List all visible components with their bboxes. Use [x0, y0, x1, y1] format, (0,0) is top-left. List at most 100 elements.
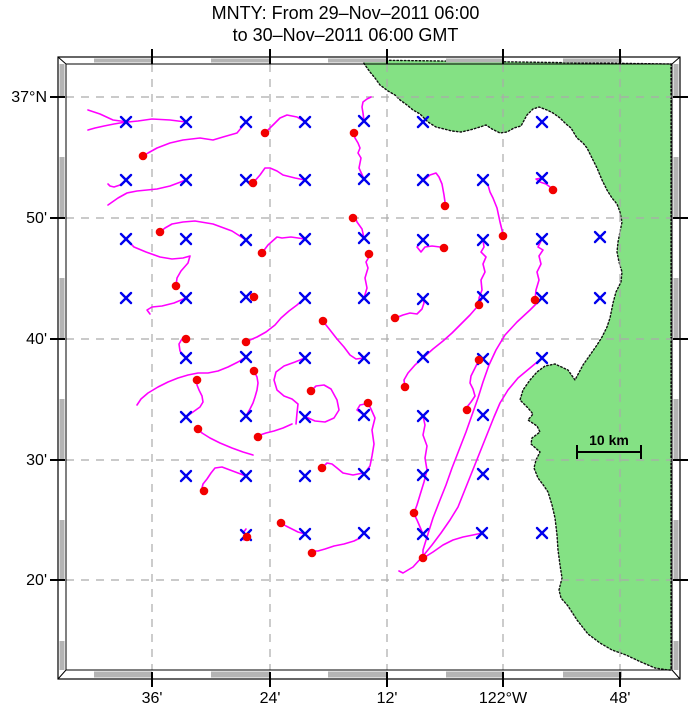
- end-dot: [241, 337, 251, 347]
- frame-segment-left: [59, 520, 65, 580]
- y-axis-tick-label: 20': [26, 572, 47, 589]
- frame-corner-bevel: [671, 56, 681, 65]
- start-marker-x: [535, 171, 549, 185]
- trajectory-path: [252, 167, 306, 184]
- end-dot: [390, 313, 400, 323]
- start-marker-x: [357, 351, 371, 365]
- trajectory-path: [414, 515, 424, 535]
- frame-segment-right: [673, 64, 679, 97]
- frame-segment-right: [673, 520, 679, 580]
- trajectory-path: [87, 121, 127, 131]
- start-marker-x: [179, 232, 193, 246]
- frame-segment-bottom: [446, 671, 504, 678]
- trajectory-path: [125, 238, 191, 287]
- trajectory-path: [136, 356, 247, 406]
- start-marker-x: [476, 233, 490, 247]
- start-marker-x: [298, 115, 312, 129]
- start-marker-x: [298, 410, 312, 424]
- trajectory-path: [197, 428, 254, 456]
- start-marker-x: [239, 409, 253, 423]
- start-marker-x: [416, 409, 430, 423]
- frame-segment-top: [94, 58, 152, 63]
- start-marker-x: [179, 291, 193, 305]
- end-dot: [260, 128, 270, 138]
- trajectory-path: [261, 236, 306, 254]
- start-marker-x: [593, 230, 607, 244]
- end-dot: [474, 355, 484, 365]
- start-marker-x: [357, 467, 371, 481]
- start-marker-x: [179, 469, 193, 483]
- x-axis-tick-label: 122°W: [479, 690, 528, 707]
- end-dot: [317, 463, 327, 473]
- frame-outer: [57, 56, 681, 680]
- frame-corner-bevel: [671, 669, 681, 680]
- end-dot: [276, 518, 286, 528]
- frame-segment-top: [211, 58, 270, 63]
- trajectory-path: [87, 109, 187, 123]
- trajectory-path: [142, 121, 247, 157]
- y-axis-tick-label: 50': [26, 210, 47, 227]
- x-axis-tick-label: 48': [610, 690, 631, 707]
- trajectory-path: [403, 296, 484, 388]
- scale-bar-label: 10 km: [589, 432, 629, 448]
- trajectory-path: [361, 96, 372, 122]
- x-axis-tick-label: 36': [142, 690, 163, 707]
- frame-segment-bottom: [328, 671, 387, 678]
- end-dot: [249, 292, 259, 302]
- y-axis-tick-label: 40': [26, 331, 47, 348]
- end-dot: [181, 334, 191, 344]
- trajectory-path: [322, 320, 365, 360]
- start-marker-x: [535, 351, 549, 365]
- end-dot: [462, 405, 472, 415]
- x-axis-tick-label: 24': [260, 690, 281, 707]
- start-marker-x: [357, 526, 371, 540]
- start-marker-x: [119, 232, 133, 246]
- start-marker-x: [593, 291, 607, 305]
- start-marker-x: [416, 115, 430, 129]
- y-axis-tick-label: 37°N: [11, 89, 47, 106]
- start-marker-x: [239, 350, 253, 364]
- trajectory-path: [185, 379, 204, 418]
- start-marker-x: [416, 350, 430, 364]
- frame-segment-top: [446, 58, 504, 63]
- end-dot: [307, 548, 317, 558]
- end-dot: [192, 375, 202, 385]
- end-dot: [306, 386, 316, 396]
- frame-segment-left: [59, 399, 65, 460]
- end-dot: [171, 281, 181, 291]
- trajectory-path: [107, 179, 187, 206]
- frame-inner: [65, 63, 673, 671]
- start-marker-x: [298, 291, 312, 305]
- end-dot: [418, 553, 428, 563]
- end-dot: [242, 532, 252, 542]
- trajectory-path: [273, 357, 306, 425]
- start-marker-x: [179, 410, 193, 424]
- start-marker-x: [535, 526, 549, 540]
- frame-segment-bottom: [563, 671, 622, 678]
- frame-segment-left: [59, 641, 65, 670]
- start-marker-x: [416, 527, 430, 541]
- end-dot: [349, 128, 359, 138]
- end-dot: [199, 486, 209, 496]
- start-marker-x: [239, 469, 253, 483]
- start-marker-x: [357, 231, 371, 245]
- trajectory-path: [245, 297, 306, 343]
- trajectory-path: [466, 358, 484, 411]
- trajectory-path: [398, 357, 543, 574]
- end-dot: [474, 300, 484, 310]
- end-dot: [253, 432, 263, 442]
- start-marker-x: [357, 114, 371, 128]
- end-dot: [409, 508, 419, 518]
- trajectory-path: [363, 402, 376, 475]
- trajectory-path: [245, 370, 259, 417]
- start-marker-x: [476, 408, 490, 422]
- start-marker-x: [416, 292, 430, 306]
- end-dot: [193, 424, 203, 434]
- end-dot: [439, 243, 449, 253]
- plot-title-line1: MNTY: From 29–Nov–2011 06:00: [211, 3, 480, 23]
- start-marker-x: [476, 290, 490, 304]
- plot-title: MNTY: From 29–Nov–2011 06:00 to 30–Nov–2…: [0, 2, 691, 46]
- end-dot: [364, 249, 374, 259]
